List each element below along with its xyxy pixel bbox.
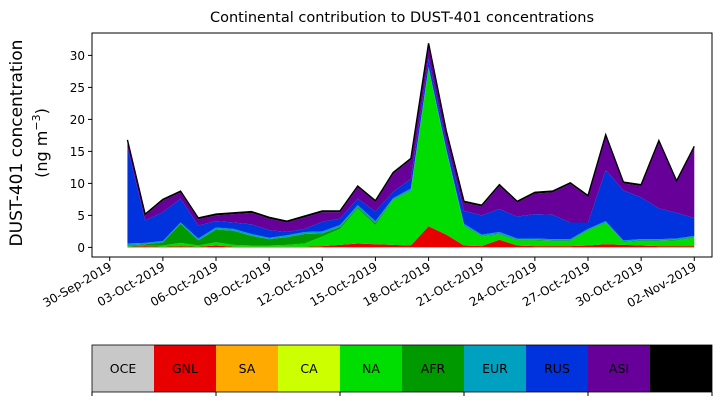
legend-label: OCE (110, 361, 137, 376)
total-outline (126, 43, 695, 222)
plot-area: 05101520253030-Sep-201903-Oct-201906-Oct… (40, 32, 713, 310)
legend-swatch-ca (278, 345, 340, 392)
legend-label: GNL (172, 361, 198, 376)
legend-swatch-oce (92, 345, 154, 392)
plot-frame (91, 32, 713, 258)
legend-swatch-eur (464, 345, 526, 392)
y-tick-label: 30 (70, 49, 85, 63)
y-axis-unit: (ng m (32, 131, 51, 178)
y-axis-label-line1: DUST-401 concentration (7, 40, 27, 247)
legend-label: AUS (668, 361, 694, 376)
y-axis-label-line2: (ng m−3) (30, 108, 51, 178)
legend-swatch-rus (526, 345, 588, 392)
legend-frame (91, 344, 713, 393)
legend-label: NA (362, 361, 380, 376)
y-tick-label: 20 (70, 113, 85, 127)
y-tick-label: 5 (77, 209, 85, 223)
legend-label: AFR (421, 361, 446, 376)
legend: OCE GNL SA CA NA AFR EUR RUS ASI AUS (91, 344, 713, 396)
legend-swatch-sa (216, 345, 278, 392)
y-tick-label: 0 (77, 241, 85, 255)
y-axis-unit-close: ) (32, 108, 51, 114)
legend-label: ASI (609, 361, 629, 376)
area-series-afr (127, 68, 695, 247)
y-tick-label: 10 (70, 177, 85, 191)
legend-swatch-asi (588, 345, 650, 392)
area-series-rus (127, 58, 695, 244)
chart-title: Continental contribution to DUST-401 con… (210, 10, 594, 26)
legend-swatch-gnl (154, 345, 216, 392)
area-series-na (127, 69, 695, 247)
legend-label: SA (239, 361, 256, 376)
y-axis-unit-exponent: −3 (30, 114, 43, 130)
y-tick-label: 25 (70, 81, 85, 95)
legend-swatch-afr (402, 345, 464, 392)
legend-label: EUR (482, 361, 508, 376)
legend-label: RUS (544, 361, 570, 376)
legend-label: CA (300, 361, 318, 376)
y-tick-label: 15 (70, 145, 85, 159)
legend-swatch-aus (650, 345, 712, 392)
legend-swatch-na (340, 345, 402, 392)
y-axis-label: DUST-401 concentration (ng m−3) (7, 40, 51, 247)
